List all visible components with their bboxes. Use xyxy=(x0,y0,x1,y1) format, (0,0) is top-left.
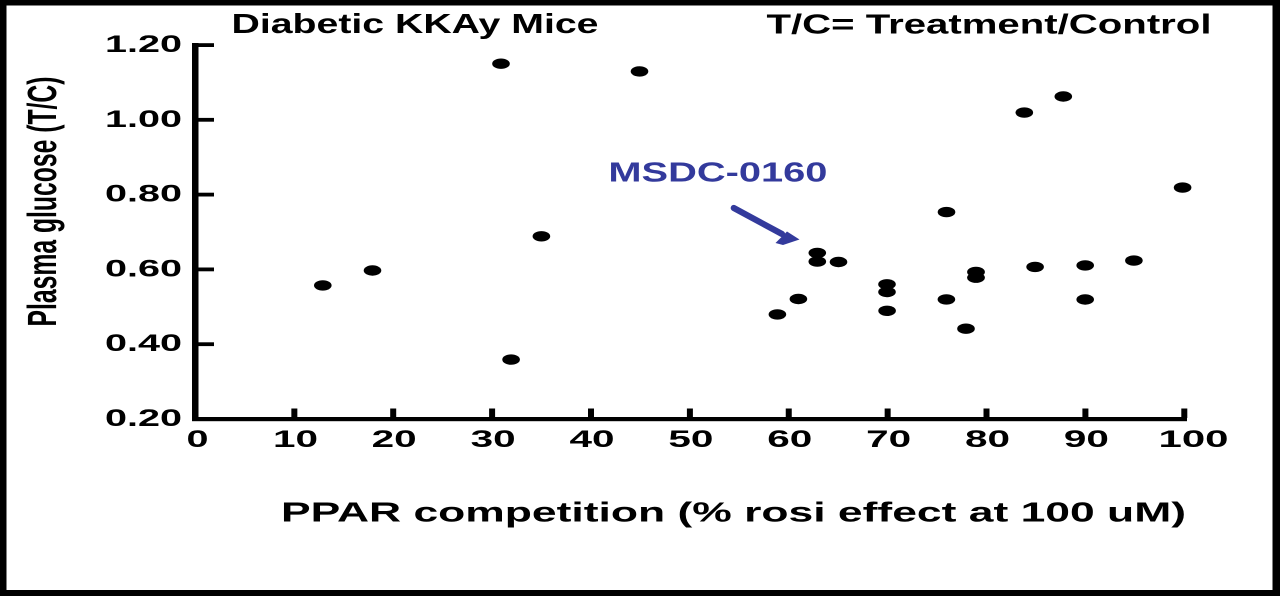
svg-text:MSDC-0160: MSDC-0160 xyxy=(608,157,827,188)
svg-text:70: 70 xyxy=(866,426,911,453)
svg-text:Diabetic KKAy Mice: Diabetic KKAy Mice xyxy=(232,8,599,39)
svg-text:100: 100 xyxy=(1159,426,1229,453)
svg-text:0: 0 xyxy=(187,426,209,453)
svg-text:0.60: 0.60 xyxy=(105,255,182,282)
svg-text:30: 30 xyxy=(471,426,516,453)
svg-text:Plasma glucose (T/C): Plasma glucose (T/C) xyxy=(21,77,66,327)
svg-text:60: 60 xyxy=(767,426,812,453)
svg-text:PPAR competition (% rosi effec: PPAR competition (% rosi effect at 100 u… xyxy=(281,497,1186,528)
svg-text:50: 50 xyxy=(668,426,713,453)
svg-text:1.20: 1.20 xyxy=(105,31,182,58)
svg-text:20: 20 xyxy=(372,426,417,453)
svg-text:80: 80 xyxy=(965,426,1010,453)
svg-text:10: 10 xyxy=(273,426,318,453)
svg-text:0.20: 0.20 xyxy=(105,405,182,432)
svg-text:90: 90 xyxy=(1064,426,1109,453)
svg-text:0.40: 0.40 xyxy=(105,330,182,357)
svg-text:40: 40 xyxy=(570,426,615,453)
svg-text:0.80: 0.80 xyxy=(105,181,182,208)
svg-text:T/C= Treatment/Control: T/C= Treatment/Control xyxy=(767,9,1212,40)
svg-text:1.00: 1.00 xyxy=(105,106,182,133)
